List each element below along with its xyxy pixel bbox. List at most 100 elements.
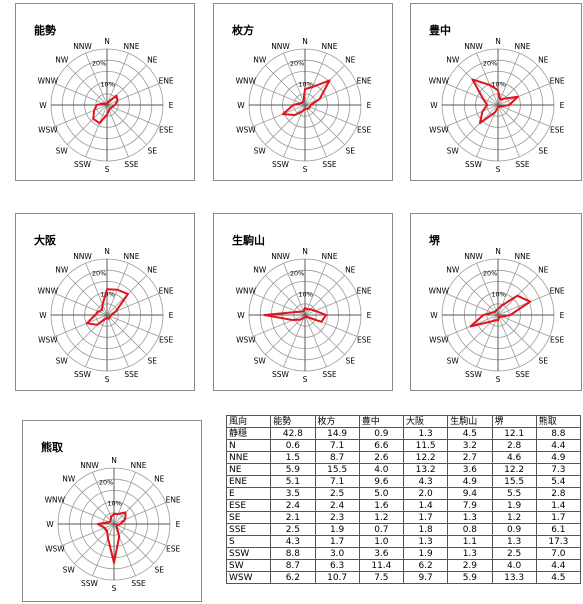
table-cell-direction: SE (225, 511, 272, 524)
table-row: N 0.6 7.1 6.6 11.5 3.2 2.8 4.4 (225, 439, 582, 452)
direction-label: ESE (357, 125, 371, 134)
data-point-nne (116, 288, 119, 291)
table-cell-value: 8.8 (535, 427, 582, 440)
wind-frequency-table-container: 風向 能勢 枚方 豊中 大阪 生駒山 堺 熊取 静穏 42.8 14.9 0.9 1.3… (225, 415, 582, 602)
data-point-w (482, 314, 485, 316)
direction-label: SSE (322, 370, 337, 379)
direction-label: S (105, 165, 110, 174)
panel-title: 大阪 (34, 234, 56, 247)
grid-spoke (304, 314, 345, 355)
data-point-s (106, 113, 108, 116)
data-point-wsw (481, 110, 484, 113)
data-point-sw (479, 122, 481, 124)
direction-label: NNE (515, 252, 531, 261)
grid-spoke (106, 314, 159, 337)
table-row: ENE 5.1 7.1 9.6 4.3 4.9 15.5 5.4 (225, 475, 582, 488)
ring-label: 20% (483, 270, 497, 278)
data-point-se (108, 316, 111, 319)
table-cell-value: 1.3 (447, 547, 493, 560)
data-point-w (486, 104, 489, 106)
direction-label: NNW (80, 461, 99, 470)
table-cell-value: 1.2 (358, 511, 405, 524)
data-point-nnw (105, 103, 108, 105)
table-cell-direction: NE (225, 463, 272, 476)
data-point-nne (311, 86, 314, 88)
grid-spoke (304, 263, 327, 316)
grid-spoke (106, 83, 159, 106)
table-cell-value: 2.0 (402, 487, 449, 500)
table-cell-value: 7.3 (535, 463, 582, 476)
table-cell-value: 1.9 (402, 547, 449, 560)
ring-label: 10% (298, 290, 312, 298)
direction-label: NE (147, 266, 158, 275)
wind-rose-chart: N NNE NE ENE E ESE SE SSE S SSW SW WSW W WNW NW NNW 10% 2… (38, 37, 174, 174)
data-point-s (304, 108, 306, 110)
table-row: 静穏 42.8 14.9 0.9 1.3 4.5 12.1 8.8 (225, 427, 582, 440)
data-point-nnw (302, 100, 305, 103)
table-cell-value: 4.3 (402, 475, 449, 488)
grid-spoke (106, 53, 129, 106)
table-cell-value: 9.7 (402, 571, 449, 584)
panel-title: 枚方 (232, 24, 254, 37)
table-cell-direction: WSW (225, 571, 272, 584)
table-cell-value: 2.5 (314, 487, 360, 500)
direction-label: S (105, 375, 110, 384)
data-point-n (497, 307, 499, 310)
direction-label: SW (56, 146, 69, 155)
direction-label: NNW (464, 42, 483, 51)
grid-spoke (74, 523, 115, 564)
table-cell-direction: S (225, 535, 272, 548)
data-point-w (263, 314, 266, 316)
table-cell-value: 1.8 (402, 523, 449, 536)
table-cell-value: 4.0 (491, 559, 537, 572)
ring-label: 10% (100, 290, 114, 298)
table-cell-value: 2.5 (270, 523, 316, 536)
data-point-n (497, 89, 499, 92)
data-point-ne (516, 294, 519, 297)
wind-rose-chart: N NNE NE ENE E ESE SE SSE S SSW SW WSW W WNW NW NNW 10% 2… (236, 247, 372, 384)
direction-label: E (367, 101, 372, 110)
table-cell-value: 2.3 (314, 511, 360, 524)
data-point-nne (117, 513, 120, 515)
direction-label: NW (253, 56, 267, 65)
direction-label: SSE (322, 160, 337, 169)
direction-label: NW (55, 56, 69, 65)
grid-spoke (283, 104, 306, 157)
table-cell-value: 4.6 (491, 451, 537, 464)
table-cell-value: 13.2 (402, 463, 449, 476)
data-point-wnw (296, 311, 299, 313)
direction-label: SW (63, 565, 76, 574)
table-cell-direction: SSE (225, 523, 272, 536)
data-point-e (110, 314, 113, 316)
table-cell-value: 3.2 (447, 439, 493, 452)
direction-label: SSW (272, 160, 290, 169)
table-cell-value: 1.4 (402, 499, 449, 512)
direction-label: SW (447, 356, 460, 365)
grid-spoke (446, 104, 499, 127)
data-point-ne (115, 94, 118, 97)
direction-label: ENE (159, 77, 174, 86)
table-header-toyonaka: 豊中 (358, 415, 405, 428)
data-point-ese (116, 524, 118, 527)
grid-spoke (253, 104, 306, 127)
direction-label: WNW (236, 287, 257, 296)
direction-label: WSW (429, 335, 449, 344)
direction-label: NNE (515, 42, 531, 51)
data-point-w (94, 314, 96, 316)
table-cell-value: 1.6 (358, 499, 405, 512)
direction-label: NW (446, 56, 460, 65)
table-row: S 4.3 1.7 1.0 1.3 1.1 1.3 17.3 (225, 535, 582, 548)
direction-label: SSW (465, 160, 483, 169)
direction-label: ESE (550, 125, 564, 134)
grid-spoke (265, 314, 306, 355)
data-point-ne (127, 293, 129, 295)
table-row: WSW 6.2 10.7 7.5 9.7 5.9 13.3 4.5 (225, 571, 582, 584)
grid-spoke (67, 275, 108, 316)
table-cell-value: 4.3 (270, 535, 316, 548)
direction-label: NE (154, 475, 165, 484)
grid-spoke (106, 104, 129, 157)
grid-spoke (113, 523, 166, 546)
direction-label: WSW (236, 335, 256, 344)
grid-spoke (476, 53, 499, 106)
table-row: SW 8.7 6.3 11.4 6.2 2.9 4.0 4.4 (225, 559, 582, 572)
